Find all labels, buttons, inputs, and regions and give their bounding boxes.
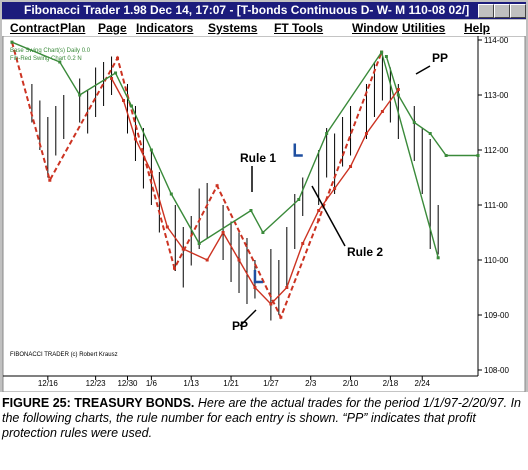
swing-node xyxy=(197,242,201,245)
annotation: PP xyxy=(432,51,448,65)
x-tick-label: 12/16 xyxy=(38,379,59,388)
annotation-arrow xyxy=(415,65,431,75)
swing-node xyxy=(110,77,114,80)
swing-node xyxy=(325,132,329,135)
swing-node xyxy=(253,286,257,289)
swing-line xyxy=(11,41,439,258)
swing-node xyxy=(58,60,62,64)
swing-line xyxy=(385,56,478,157)
x-tick-label: 12/23 xyxy=(86,379,107,388)
chart: 114-00 113-00 112-00 111-00 110-00 109-00 108-… xyxy=(2,36,526,392)
footer-text: FIBONACCI TRADER (c) Robert Krausz xyxy=(10,352,118,358)
annotation: Rule 1 xyxy=(240,151,276,165)
y-tick-label: 112-00 xyxy=(484,146,509,155)
swing-node xyxy=(317,209,321,212)
swing-node xyxy=(169,192,173,196)
x-tick-label: 1/6 xyxy=(146,379,158,388)
swing-node xyxy=(396,93,400,97)
minimize-button[interactable] xyxy=(478,4,494,18)
annotation-arrow xyxy=(311,185,346,247)
swing-node xyxy=(129,104,133,108)
swing-node xyxy=(133,137,137,141)
menu-item[interactable]: Systems xyxy=(208,21,258,35)
title-bar: Fibonacci Trader 1.98 Dec 14, 17:07 - [T… xyxy=(2,2,526,19)
caption-text: Here are the actual trades for the perio… xyxy=(2,396,521,440)
x-tick-label: 1/13 xyxy=(183,379,199,388)
x-tick-label: 2/3 xyxy=(305,379,317,388)
swing-node xyxy=(317,218,321,222)
menu-item[interactable]: FT Tools xyxy=(274,21,324,35)
window-title: Fibonacci Trader 1.98 Dec 14, 17:07 - [T… xyxy=(24,3,470,17)
chart-area xyxy=(2,36,526,392)
swing-node xyxy=(380,50,384,54)
swing-node xyxy=(301,242,305,245)
y-tick-label: 113-00 xyxy=(484,91,509,100)
swing-node xyxy=(149,170,153,174)
swing-node xyxy=(165,225,169,229)
y-tick-label: 110-00 xyxy=(484,256,509,265)
swing-node xyxy=(297,198,301,201)
swing-node xyxy=(122,99,126,102)
swing-node xyxy=(181,247,185,251)
menu-item[interactable]: Page xyxy=(98,21,127,35)
swing-node xyxy=(436,256,440,260)
swing-node xyxy=(261,231,265,234)
y-tick-label: 109-00 xyxy=(484,311,509,320)
y-tick-label: 111-00 xyxy=(484,201,508,210)
swing-line xyxy=(11,41,383,320)
menu-item[interactable]: Indicators xyxy=(136,21,194,35)
swing-node xyxy=(269,302,273,306)
swing-node xyxy=(221,231,225,234)
maximize-button[interactable] xyxy=(494,4,510,18)
swing-node xyxy=(412,121,416,124)
swing-node xyxy=(333,187,337,190)
menu-item[interactable]: Plan xyxy=(60,21,86,35)
legend-text: Fib-Red Swing Chart 0.2 N xyxy=(10,56,82,62)
menu-item[interactable]: Window xyxy=(352,21,398,35)
annotation: Rule 2 xyxy=(347,245,383,259)
entry-marker xyxy=(253,270,263,284)
swing-node xyxy=(444,154,448,157)
annotation-arrow xyxy=(239,309,257,327)
swing-node xyxy=(10,40,14,44)
entry-marker xyxy=(293,143,303,157)
x-tick-label: 1/21 xyxy=(223,379,239,388)
swing-node xyxy=(349,165,353,168)
menu-bar: Contract Plan Page Indicators Systems FT Tool… xyxy=(2,20,526,36)
swing-node xyxy=(428,132,432,135)
swing-node xyxy=(279,315,283,319)
x-tick-label: 2/10 xyxy=(343,379,359,388)
caption: FIGURE 25: TREASURY BONDS. Here are the … xyxy=(2,396,526,441)
swing-node xyxy=(205,258,209,262)
y-tick-label: 114-00 xyxy=(484,36,509,45)
y-tick-label: 108-00 xyxy=(484,366,509,375)
swing-node xyxy=(48,178,52,182)
close-button[interactable] xyxy=(510,4,526,18)
x-tick-label: 2/24 xyxy=(414,379,430,388)
legend-text: Base Swing Chart(s) Daily 0.0 xyxy=(10,48,91,54)
swing-node xyxy=(215,184,219,188)
swing-node xyxy=(380,110,384,113)
swing-node xyxy=(116,56,120,60)
swing-node xyxy=(364,132,368,135)
menu-item[interactable]: Help xyxy=(464,21,491,35)
swing-node xyxy=(476,154,480,157)
menu-item[interactable]: Contract xyxy=(10,21,60,35)
caption-title: FIGURE 25: TREASURY BONDS. xyxy=(2,396,195,410)
swing-node xyxy=(285,286,289,289)
swing-node xyxy=(114,71,118,75)
swing-node xyxy=(78,93,82,97)
swing-node xyxy=(384,55,388,58)
x-tick-label: 12/30 xyxy=(117,379,138,388)
swing-node xyxy=(249,209,253,212)
swing-node xyxy=(237,258,241,262)
menu-item[interactable]: Utilities xyxy=(402,21,446,35)
swing-node xyxy=(172,266,176,270)
x-tick-label: 2/18 xyxy=(383,379,399,388)
x-tick-label: 1/27 xyxy=(263,379,279,388)
swing-node xyxy=(149,148,153,152)
swing-node xyxy=(396,88,400,91)
